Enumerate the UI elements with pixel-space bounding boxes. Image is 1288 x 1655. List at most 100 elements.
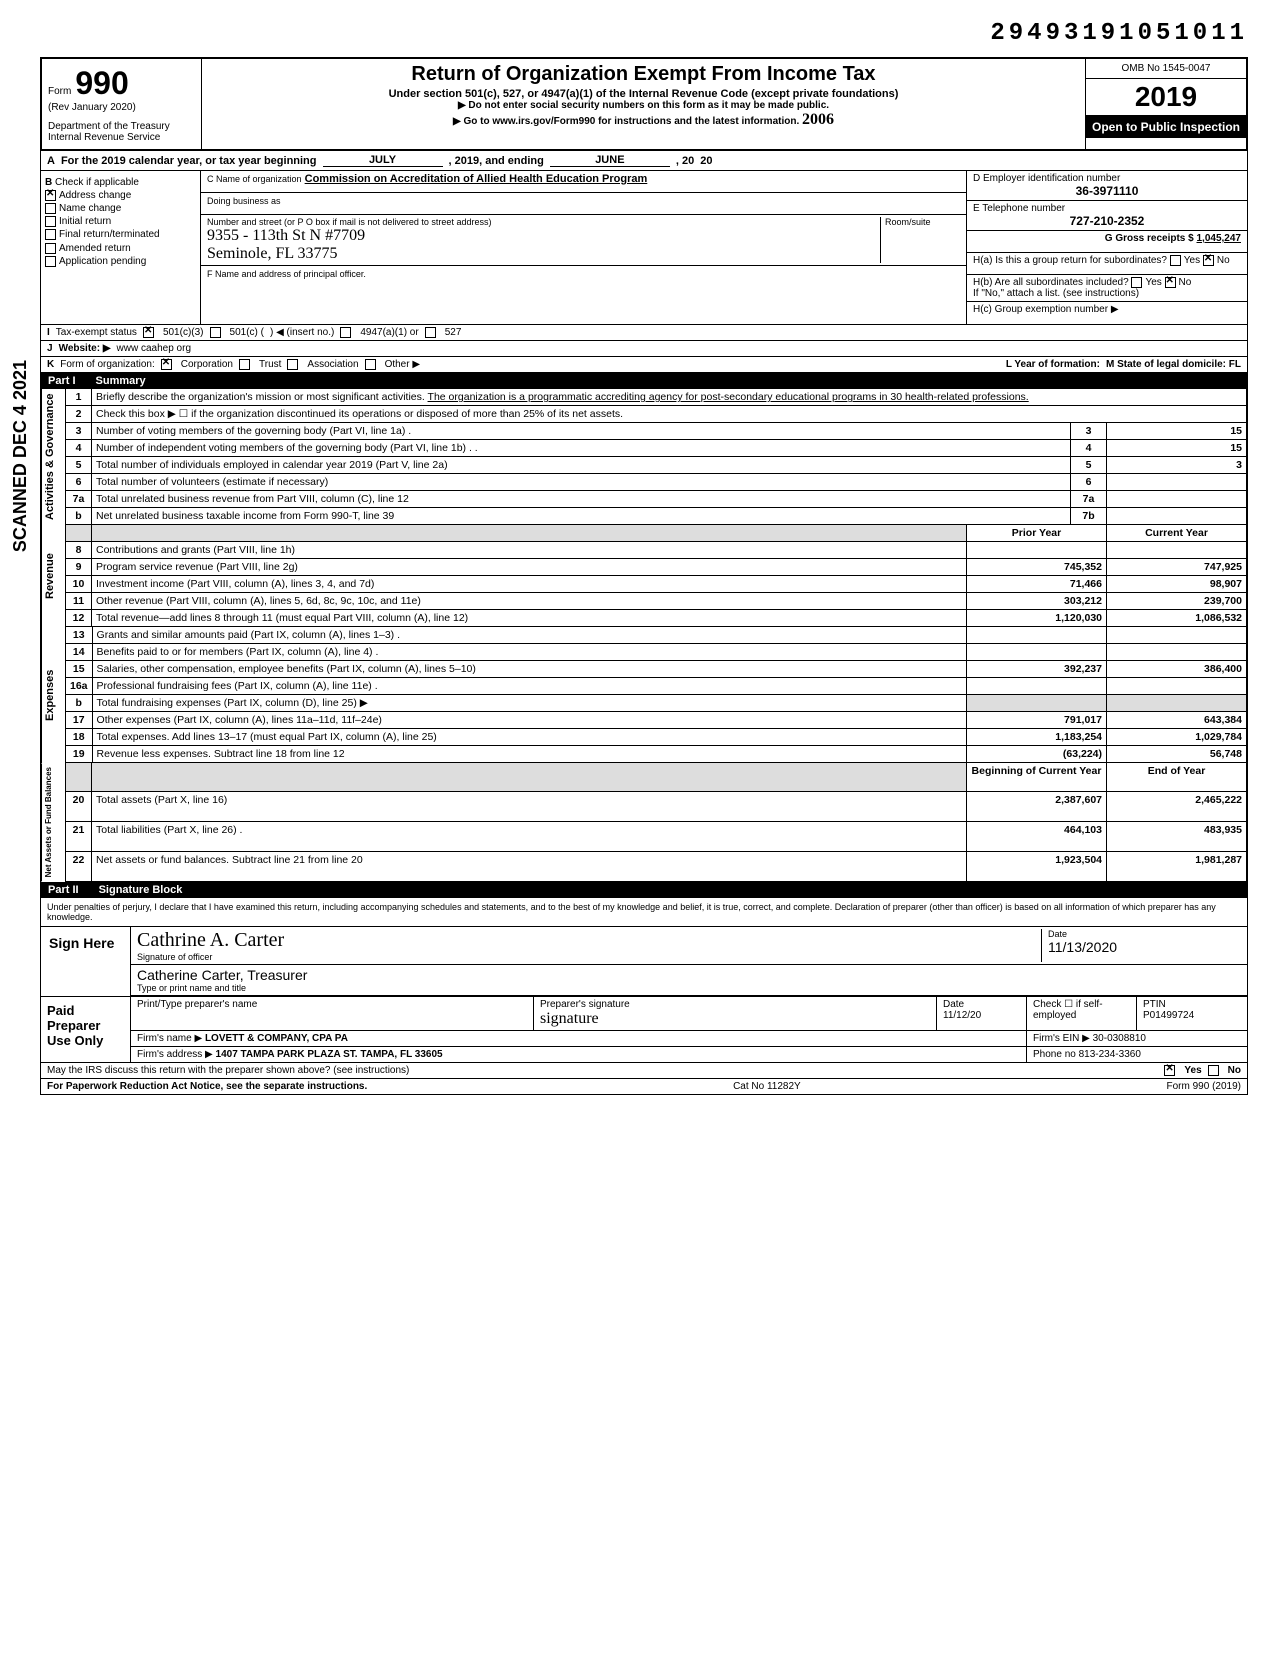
checkbox-assoc[interactable] [287,359,298,370]
l16a-num: 16a [66,678,93,695]
l12-cur[interactable]: 1,086,532 [1107,610,1247,627]
l22-prior[interactable]: 1,923,504 [967,851,1107,881]
ha-no[interactable] [1203,255,1214,266]
checkbox-initial-return[interactable] [45,216,56,227]
l15-cur[interactable]: 386,400 [1107,661,1247,678]
section-activities: Activities & Governance 1 Briefly descri… [40,389,1248,525]
row-address: Number and street (or P O box if mail is… [201,215,966,266]
firm-address[interactable]: 1407 TAMPA PARK PLAZA ST. TAMPA, FL 3360… [216,1049,443,1060]
line-14: 14Benefits paid to or for members (Part … [66,644,1247,661]
l6-val[interactable] [1107,474,1247,491]
l10-prior[interactable]: 71,466 [967,576,1107,593]
l4-val[interactable]: 15 [1107,440,1247,457]
section-expenses: Expenses 13Grants and similar amounts pa… [40,627,1248,763]
l19-prior[interactable]: (63,224) [967,746,1107,763]
website-url[interactable]: www caahep org [117,343,191,354]
l17-cur[interactable]: 643,384 [1107,712,1247,729]
checkbox-501c3[interactable] [143,327,154,338]
part2-label: Part II [48,884,79,896]
gross-receipts[interactable]: 1,045,247 [1197,233,1242,244]
l9-cur[interactable]: 747,925 [1107,559,1247,576]
checkbox-final-return[interactable] [45,229,56,240]
addr-change-label: Address change [59,190,131,201]
l20-prior[interactable]: 2,387,607 [967,792,1107,822]
paid-date[interactable]: 11/12/20 [943,1010,1020,1021]
m-val[interactable]: FL [1229,359,1241,370]
l20-cur[interactable]: 2,465,222 [1107,792,1247,822]
tax-year-begin[interactable]: JULY [323,154,443,167]
city-state-zip[interactable]: Seminole, FL 33775 [207,245,880,263]
l18-prior[interactable]: 1,183,254 [967,729,1107,746]
l16a-cur[interactable] [1107,678,1247,695]
ein[interactable]: 36-3971110 [973,184,1241,198]
firm-name[interactable]: LOVETT & COMPANY, CPA PA [205,1033,348,1044]
ptin[interactable]: P01499724 [1143,1010,1241,1021]
checkbox-address-change[interactable] [45,190,56,201]
app-pending-label: Application pending [59,256,146,267]
l21-prior[interactable]: 464,103 [967,822,1107,852]
firm-ein[interactable]: 30-0308810 [1093,1033,1146,1044]
signature-block: Under penalties of perjury, I declare th… [40,898,1248,997]
col-de: D Employer identification number 36-3971… [967,171,1247,324]
checkbox-other[interactable] [365,359,376,370]
row-org-name: C Name of organization Commission on Acc… [201,171,966,193]
tax-year-end-yr[interactable]: 20 [700,155,712,167]
form-footer: Form 990 (2019) [1167,1081,1241,1092]
hb-no[interactable] [1165,277,1176,288]
org-name[interactable]: Commission on Accreditation of Allied He… [305,173,648,185]
l8-prior[interactable] [967,542,1107,559]
tax-year-end-month[interactable]: JUNE [550,154,670,167]
l16a-prior[interactable] [967,678,1107,695]
l5-text: Total number of individuals employed in … [92,457,1071,474]
checkbox-527[interactable] [425,327,436,338]
l14-cur[interactable] [1107,644,1247,661]
firm-name-label: Firm's name ▶ [137,1033,202,1044]
l11-text: Other revenue (Part VIII, column (A), li… [92,593,967,610]
line-16a: 16aProfessional fundraising fees (Part I… [66,678,1247,695]
checkbox-501c[interactable] [210,327,221,338]
l22-cur[interactable]: 1,981,287 [1107,851,1247,881]
l3-val[interactable]: 15 [1107,423,1247,440]
ha-yes[interactable] [1170,255,1181,266]
l12-prior[interactable]: 1,120,030 [967,610,1107,627]
phone[interactable]: 727-210-2352 [973,214,1241,228]
checkbox-app-pending[interactable] [45,256,56,267]
signature-date[interactable]: 11/13/2020 [1048,939,1241,955]
l5-val[interactable]: 3 [1107,457,1247,474]
l18-cur[interactable]: 1,029,784 [1107,729,1247,746]
firm-phone[interactable]: 813-234-3360 [1079,1049,1141,1060]
l13-prior[interactable] [967,627,1107,644]
checkbox-trust[interactable] [239,359,250,370]
checkbox-corp[interactable] [161,359,172,370]
irs: Internal Revenue Service [48,132,195,143]
preparer-signature[interactable]: signature [540,1010,930,1028]
l15-prior[interactable]: 392,237 [967,661,1107,678]
l7a-val[interactable] [1107,491,1247,508]
l8-cur[interactable] [1107,542,1247,559]
l11-prior[interactable]: 303,212 [967,593,1107,610]
street-address[interactable]: 9355 - 113th St N #7709 [207,227,880,245]
officer-signature[interactable]: Cathrine A. Carter [137,929,1041,952]
l9-prior[interactable]: 745,352 [967,559,1107,576]
l1-val[interactable]: The organization is a programmatic accre… [428,391,1029,403]
l19-cur[interactable]: 56,748 [1107,746,1247,763]
self-employed-check[interactable]: Check ☐ if self-employed [1027,997,1137,1030]
ha-label: H(a) Is this a group return for subordin… [973,255,1167,266]
l10-cur[interactable]: 98,907 [1107,576,1247,593]
l17-prior[interactable]: 791,017 [967,712,1107,729]
checkbox-name-change[interactable] [45,203,56,214]
l11-cur[interactable]: 239,700 [1107,593,1247,610]
l7b-val[interactable] [1107,508,1247,525]
l14-prior[interactable] [967,644,1107,661]
discuss-no[interactable] [1208,1065,1219,1076]
vert-activities: Activities & Governance [41,389,65,525]
vert-revenue: Revenue [41,525,65,627]
l13-cur[interactable] [1107,627,1247,644]
checkbox-4947[interactable] [340,327,351,338]
officer-name-title[interactable]: Catherine Carter, Treasurer [137,967,1241,983]
line-3: 3Number of voting members of the governi… [66,423,1247,440]
l21-cur[interactable]: 483,935 [1107,822,1247,852]
hb-yes[interactable] [1131,277,1142,288]
checkbox-amended[interactable] [45,243,56,254]
discuss-yes[interactable] [1164,1065,1175,1076]
